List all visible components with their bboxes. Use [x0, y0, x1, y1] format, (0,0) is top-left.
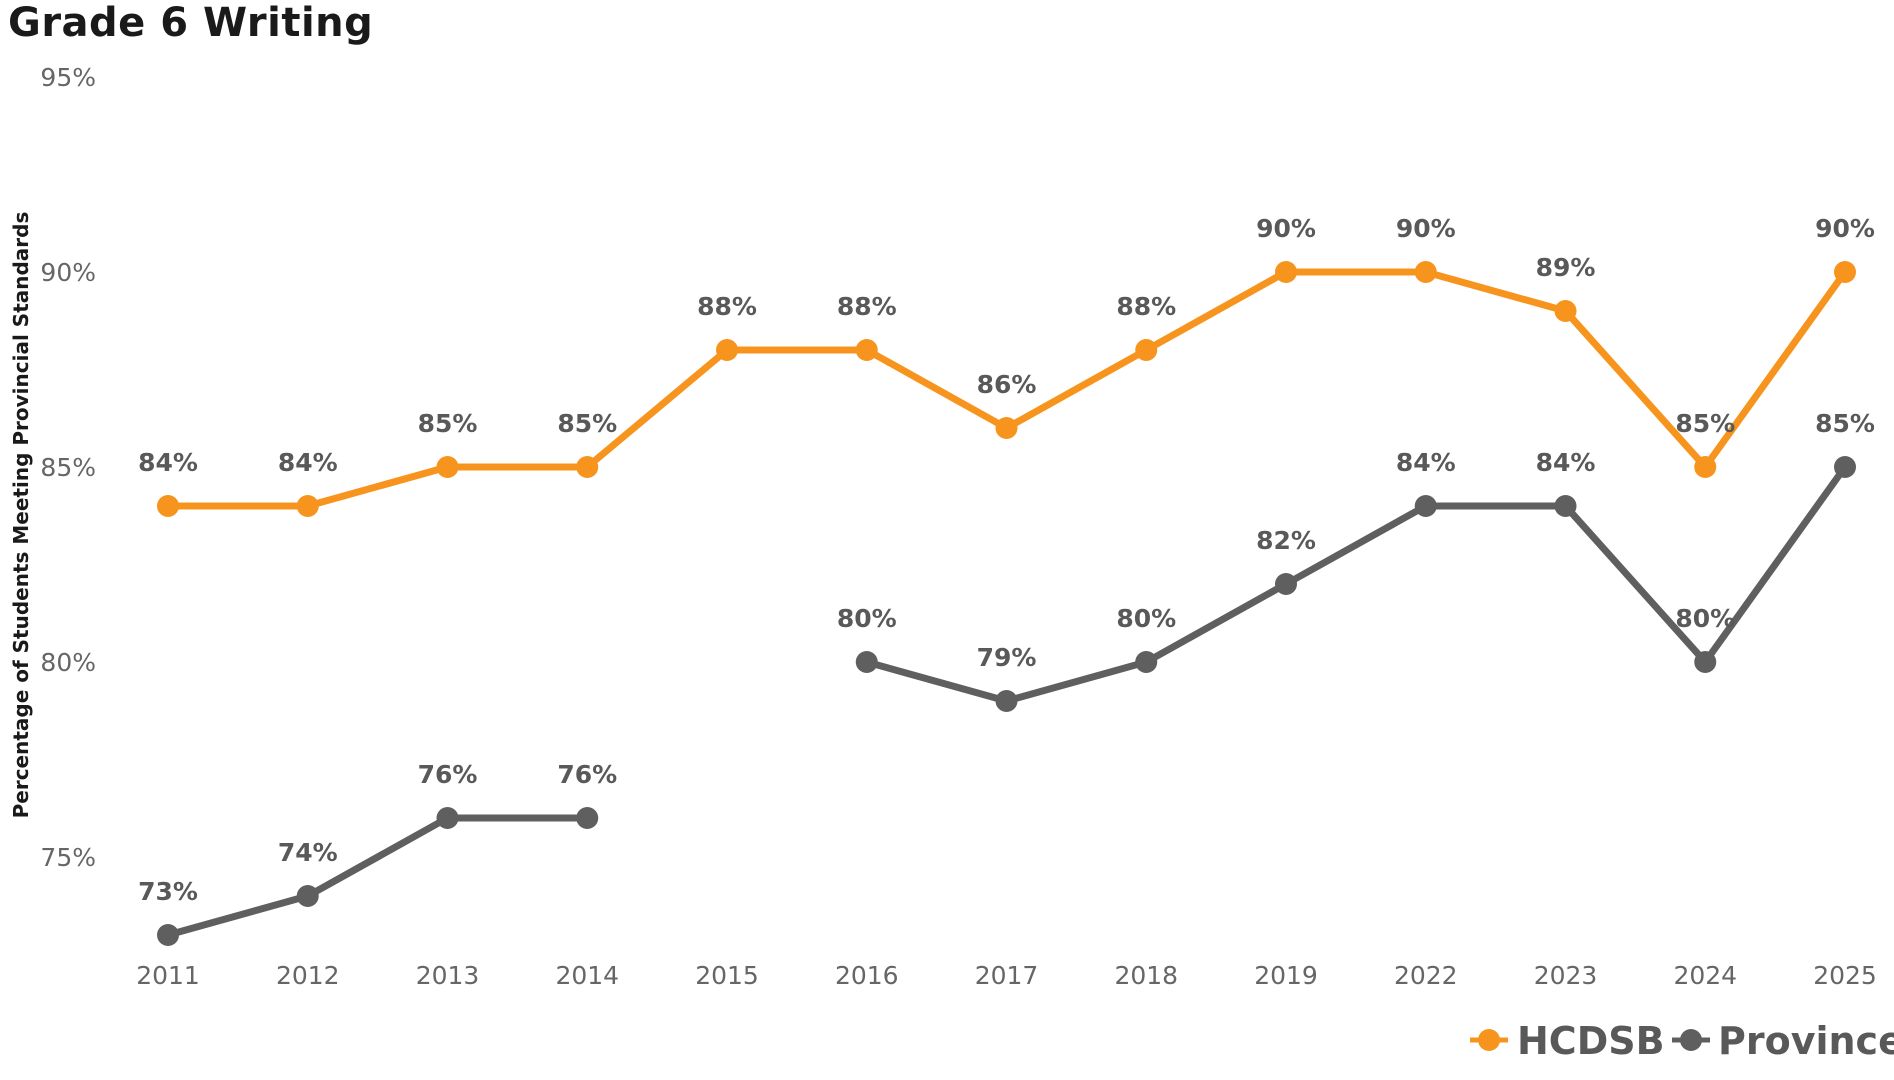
y-tick-label: 85% [40, 453, 96, 482]
province-point [436, 807, 459, 829]
hcdsb-point [436, 456, 459, 478]
x-tick-label: 2023 [1534, 961, 1598, 990]
data-labels-layer: 84% 84% 85% 85% 88% 88% 86% 88% 90% 90% 89% 85% 90% 7… [138, 214, 1875, 906]
y-axis-ticks: 75% 80% 85% 90% 95% [40, 63, 96, 872]
hcdsb-point [716, 339, 738, 361]
x-tick-label: 2016 [835, 961, 899, 990]
province-point [157, 924, 179, 946]
x-tick-label: 2015 [695, 961, 759, 990]
hcdsb-data-label: 88% [697, 292, 757, 321]
hcdsb-data-label: 85% [1675, 409, 1735, 438]
province-point [855, 651, 878, 673]
hcdsb-point [1135, 339, 1158, 361]
province-line [863, 463, 1849, 705]
hcdsb-data-label: 84% [278, 448, 338, 477]
province-point [1135, 651, 1158, 673]
hcdsb-data-label: 89% [1536, 253, 1596, 282]
province-data-label: 82% [1256, 526, 1316, 555]
province-legend-label: Province [1718, 1019, 1894, 1063]
hcdsb-legend-label: HCDSB [1517, 1019, 1665, 1063]
province-data-label: 74% [278, 838, 338, 867]
province-data-label: 84% [1536, 448, 1596, 477]
province-data-label: 80% [837, 604, 897, 633]
hcdsb-point [296, 495, 319, 517]
hcdsb-data-label: 88% [837, 292, 897, 321]
x-tick-label: 2011 [136, 961, 200, 990]
x-axis-ticks: 2011 2012 2013 2014 2015 2016 2017 2018 2019 2022… [136, 961, 1877, 990]
province-data-label: 84% [1396, 448, 1456, 477]
x-tick-label: 2019 [1254, 961, 1318, 990]
province-data-label: 76% [418, 760, 478, 789]
y-tick-label: 90% [40, 258, 96, 287]
hcdsb-legend-marker [1478, 1029, 1500, 1051]
province-data-label: 73% [138, 877, 198, 906]
hcdsb-data-label: 90% [1815, 214, 1875, 243]
chart-title: Grade 6 Writing [8, 0, 374, 46]
y-tick-label: 75% [40, 843, 96, 872]
province-point [1414, 495, 1437, 517]
province-data-label: 76% [557, 760, 617, 789]
x-tick-label: 2014 [555, 961, 619, 990]
hcdsb-point [995, 417, 1018, 439]
x-tick-label: 2013 [416, 961, 480, 990]
hcdsb-point [1414, 261, 1437, 283]
hcdsb-point [1834, 261, 1856, 283]
x-tick-label: 2018 [1114, 961, 1178, 990]
hcdsb-point [1554, 300, 1577, 322]
hcdsb-point [157, 495, 179, 517]
hcdsb-point [1275, 261, 1297, 283]
hcdsb-data-label: 86% [977, 370, 1037, 399]
province-line [164, 814, 591, 939]
x-tick-label: 2012 [276, 961, 340, 990]
province-point [995, 690, 1018, 712]
province-data-label: 80% [1675, 604, 1735, 633]
province-point [576, 807, 599, 829]
legend[interactable]: HCDSB Province [1470, 1019, 1894, 1063]
y-axis-label: Percentage of Students Meeting Provincia… [9, 212, 33, 819]
province-data-label: 85% [1815, 409, 1875, 438]
hcdsb-point [576, 456, 599, 478]
hcdsb-point [855, 339, 878, 361]
hcdsb-data-label: 85% [557, 409, 617, 438]
hcdsb-data-label: 84% [138, 448, 198, 477]
province-point [1275, 573, 1297, 595]
series-layer [157, 261, 1856, 946]
province-point [296, 885, 319, 907]
hcdsb-data-label: 90% [1396, 214, 1456, 243]
province-point [1834, 456, 1856, 478]
hcdsb-data-label: 85% [418, 409, 478, 438]
province-legend-marker [1680, 1029, 1702, 1051]
province-point [1694, 651, 1717, 673]
province-data-label: 79% [977, 643, 1037, 672]
province-point [1554, 495, 1577, 517]
hcdsb-data-label: 90% [1256, 214, 1316, 243]
x-tick-label: 2025 [1813, 961, 1877, 990]
hcdsb-data-label: 88% [1116, 292, 1176, 321]
x-tick-label: 2024 [1673, 961, 1737, 990]
y-tick-label: 80% [40, 648, 96, 677]
x-tick-label: 2017 [975, 961, 1039, 990]
province-data-label: 80% [1116, 604, 1176, 633]
y-tick-label: 95% [40, 63, 96, 92]
hcdsb-point [1694, 456, 1717, 478]
x-tick-label: 2022 [1394, 961, 1458, 990]
